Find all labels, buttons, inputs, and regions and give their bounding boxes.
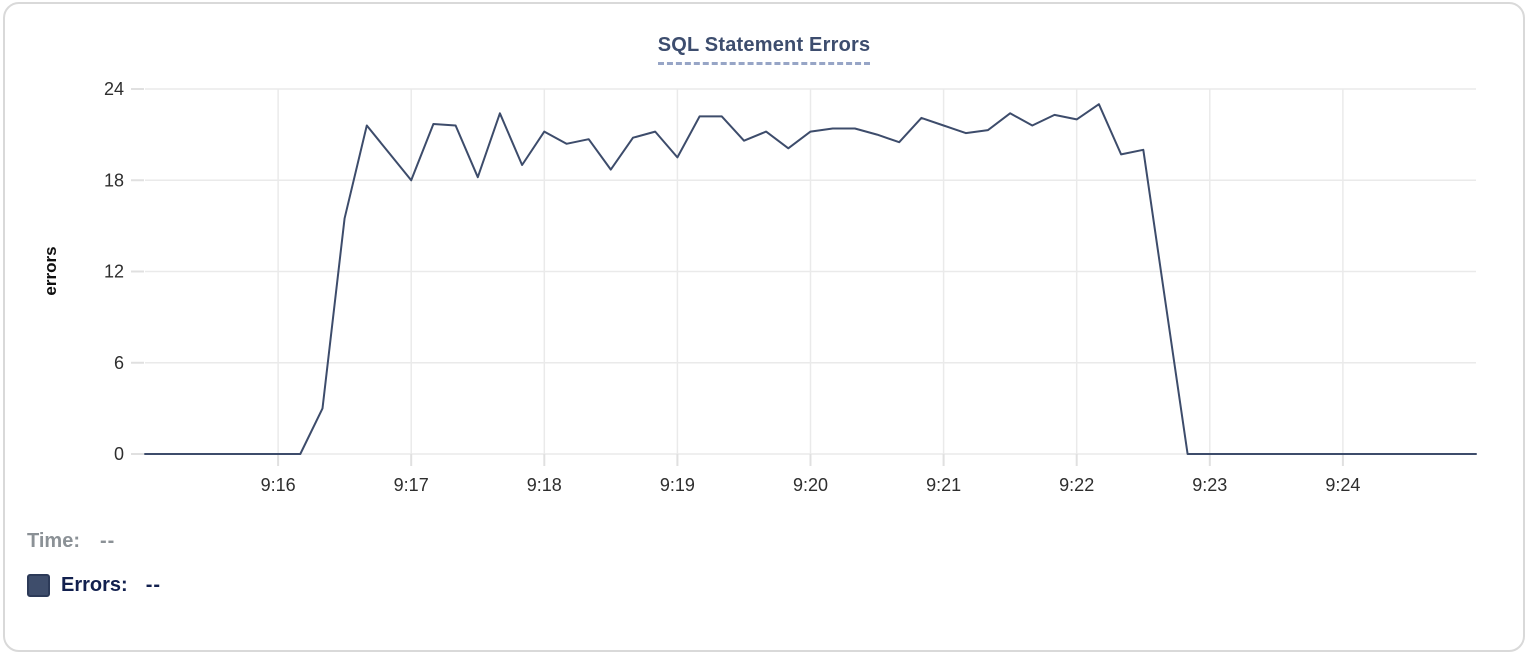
errors-value: -- [145, 573, 162, 596]
x-tick-label: 9:24 [1325, 475, 1360, 495]
time-label: Time: [27, 529, 80, 552]
errors-label: Errors: [61, 573, 128, 596]
x-tick-label: 9:22 [1059, 475, 1094, 495]
x-tick-label: 9:23 [1192, 475, 1227, 495]
chart-title[interactable]: SQL Statement Errors [657, 34, 871, 65]
time-readout-row: Time: -- [27, 526, 161, 556]
x-tick-label: 9:18 [527, 475, 562, 495]
plot-hover-area[interactable] [145, 89, 1476, 454]
time-value: -- [99, 529, 116, 552]
errors-line-chart[interactable]: 0 6 12 18 24 9:16 9:17 9:18 9:19 9:20 9:21 9:22 9:23… [5, 4, 1528, 509]
x-tick-label: 9:19 [660, 475, 695, 495]
errors-readout-row: Errors: -- [27, 570, 161, 600]
x-tick-label: 9:20 [793, 475, 828, 495]
chart-card: SQL Statement Errors errors 0 6 12 18 24 9:16… [3, 2, 1525, 652]
chart-header: SQL Statement Errors [5, 34, 1523, 65]
y-tick-label: 6 [114, 353, 124, 373]
x-tick-label: 9:21 [926, 475, 961, 495]
hover-readout: Time: -- Errors: -- [27, 526, 161, 614]
x-tick-label: 9:17 [394, 475, 429, 495]
y-tick-label: 0 [114, 444, 124, 464]
x-tick-label: 9:16 [261, 475, 296, 495]
errors-series-swatch [27, 573, 50, 597]
y-tick-label: 18 [104, 170, 124, 190]
errors-series-line [144, 103, 1477, 455]
y-tick-label: 12 [104, 262, 124, 282]
y-tick-label: 24 [104, 79, 124, 99]
